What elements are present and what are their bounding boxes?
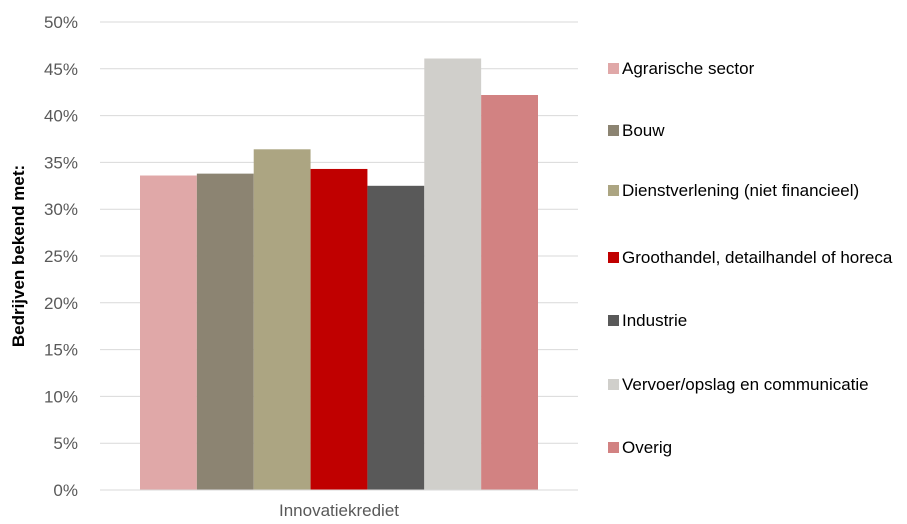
legend-item: Industrie: [608, 310, 902, 332]
bar-groothandel-detailhandel-of-horeca: [310, 168, 368, 490]
legend: Agrarische sector Bouw Dienstverlening (ni…: [608, 0, 907, 524]
legend-swatch: [608, 125, 619, 136]
y-tick-label: 0%: [53, 481, 78, 500]
bar-dienstverlening-niet-financieel: [253, 149, 311, 490]
y-axis-title: Bedrijven bekend met:: [9, 165, 28, 347]
bars: [140, 58, 538, 491]
legend-item: Agrarische sector: [608, 58, 902, 80]
y-tick-label: 15%: [44, 341, 78, 360]
y-tick-label: 10%: [44, 387, 78, 406]
legend-label: Agrarische sector: [622, 59, 755, 78]
legend-swatch: [608, 252, 619, 263]
y-tick-label: 50%: [44, 13, 78, 32]
bar-bouw: [196, 173, 254, 490]
legend-swatch: [608, 379, 619, 390]
y-tick-label: 20%: [44, 294, 78, 313]
legend-item: Overig: [608, 437, 902, 459]
legend-swatch: [608, 63, 619, 74]
y-tick-label: 30%: [44, 200, 78, 219]
legend-item: Dienstverlening (niet financieel): [608, 180, 902, 202]
bar-industrie: [367, 185, 425, 491]
legend-swatch: [608, 442, 619, 453]
y-tick-label: 40%: [44, 107, 78, 126]
legend-item: Bouw: [608, 120, 902, 142]
y-tick-label: 5%: [53, 434, 78, 453]
legend-label: Bouw: [622, 121, 665, 140]
legend-item: Vervoer/opslag en communicatie: [608, 374, 902, 396]
y-tick-label: 35%: [44, 153, 78, 172]
y-tick-label: 45%: [44, 60, 78, 79]
bar-overig: [481, 95, 538, 491]
legend-swatch: [608, 315, 619, 326]
x-category-label: Innovatiekrediet: [279, 501, 399, 520]
bar-agrarische-sector: [140, 175, 197, 490]
legend-label: Overig: [622, 438, 673, 457]
legend-label: Vervoer/opslag en communicatie: [622, 375, 869, 394]
legend-label: Dienstverlening (niet financieel): [622, 181, 860, 200]
legend-label: Groothandel, detailhandel of horeca: [622, 248, 893, 267]
legend-label: Industrie: [622, 311, 688, 330]
y-tick-label: 25%: [44, 247, 78, 266]
y-axis-tick-labels: 0% 5% 10% 15% 20% 25% 30% 35% 40% 45% 50%: [44, 13, 78, 500]
legend-item: Groothandel, detailhandel of horeca: [608, 247, 902, 269]
legend-swatch: [608, 185, 619, 196]
bar-vervoer-opslag-en-communicatie: [424, 58, 482, 491]
